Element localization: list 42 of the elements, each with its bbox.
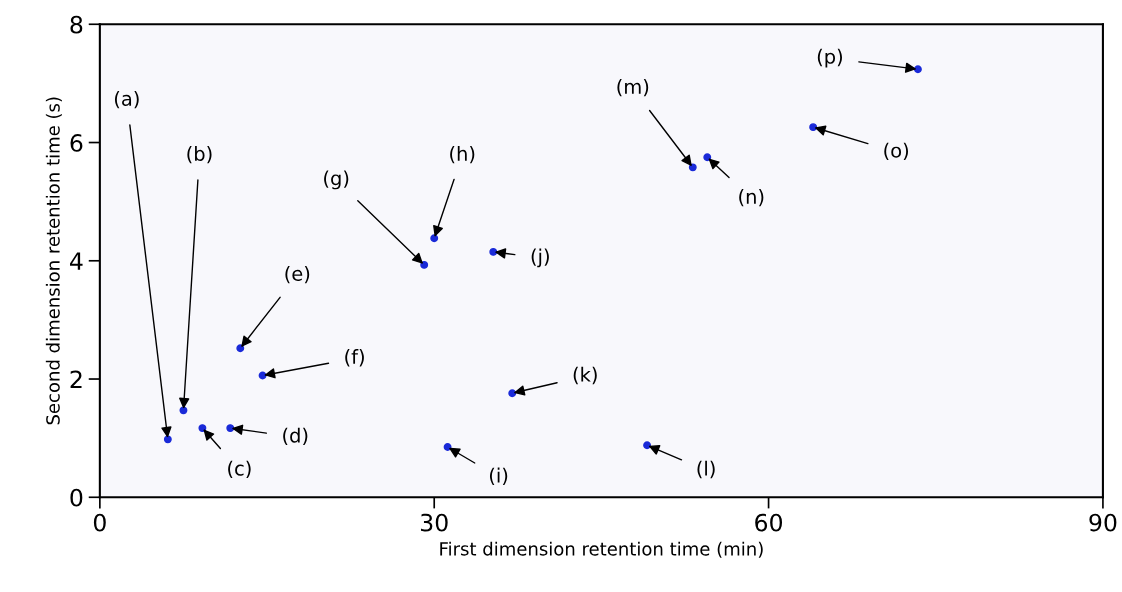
annotation: (g)	[324, 170, 349, 190]
annotation: (b)	[187, 145, 212, 164]
annotation: (f)	[345, 349, 364, 367]
y-tick-label: 2	[70, 370, 82, 388]
annotation: (m)	[617, 78, 649, 97]
annotation: (p)	[817, 48, 842, 68]
x-tick-label: 30	[420, 513, 448, 532]
annotation: (j)	[531, 248, 549, 268]
point	[163, 435, 172, 444]
point	[703, 153, 712, 162]
annotation: (l)	[697, 460, 715, 479]
point	[443, 443, 452, 451]
annotation: (d)	[283, 427, 308, 446]
annotation: (h)	[450, 145, 475, 164]
x-tick-label: 0	[93, 513, 106, 532]
point	[643, 441, 652, 450]
annotation: (c)	[228, 460, 251, 479]
y-tick-label: 0	[70, 488, 83, 507]
x-tick-label: 90	[1089, 513, 1117, 532]
annotation: (o)	[884, 142, 909, 161]
point	[913, 65, 922, 74]
point	[489, 247, 498, 256]
point	[258, 371, 267, 380]
y-tick-label: 6	[70, 133, 83, 152]
y-axis-title: Second dimension retention time (s)	[45, 97, 62, 425]
point	[226, 424, 235, 433]
point	[236, 344, 245, 353]
annotation: (n)	[739, 188, 764, 207]
y-tick-label: 8	[70, 15, 83, 34]
y-tick-label: 4	[70, 252, 83, 270]
annotation: (e)	[285, 265, 310, 284]
x-axis-title: First dimension retention time (min)	[440, 541, 763, 558]
annotation: (k)	[573, 366, 597, 385]
point	[420, 260, 429, 269]
point	[198, 424, 207, 433]
point	[688, 163, 697, 172]
point	[430, 234, 439, 243]
point	[179, 406, 188, 415]
x-tick-label: 60	[755, 513, 783, 532]
point	[508, 389, 517, 398]
annotation: (a)	[114, 90, 139, 109]
annotation: (i)	[489, 467, 508, 485]
